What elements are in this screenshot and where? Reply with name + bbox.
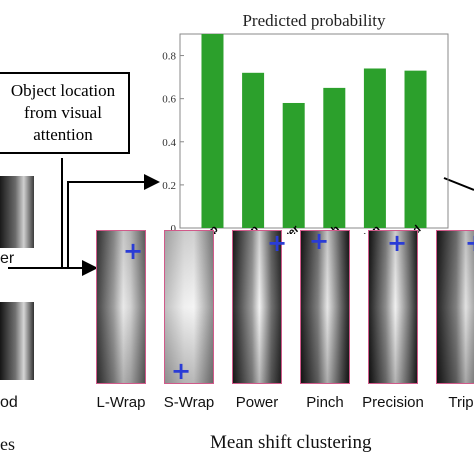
cluster-label: Trip — [448, 394, 474, 411]
cluster-image-s-wrap: + — [164, 230, 214, 384]
bar-precision — [363, 68, 386, 228]
location-marker-icon: + — [387, 229, 408, 257]
image-shading — [97, 231, 145, 383]
y-tick-label: 0 — [171, 223, 177, 234]
left-image-top — [0, 176, 34, 248]
image-shading — [233, 231, 281, 383]
cluster-image-precision: + — [368, 230, 418, 384]
left-caption: es — [0, 434, 15, 454]
chart-title: Predicted probability — [242, 11, 386, 30]
attention-box-text: Object location from visual attention — [10, 81, 116, 144]
image-shading — [165, 231, 213, 383]
y-tick-label: 0.4 — [162, 137, 176, 149]
cluster-label: Power — [235, 394, 279, 411]
image-shading — [301, 231, 349, 383]
location-marker-icon: + — [123, 237, 144, 265]
clustering-caption: Mean shift clustering — [210, 432, 372, 453]
cluster-image-l-wrap: + — [96, 230, 146, 384]
cluster-label: Pinch — [306, 394, 344, 411]
bar-l-wrap — [201, 34, 224, 228]
diagonal-line — [443, 177, 474, 191]
cluster-image-pinch: + — [300, 227, 350, 384]
cluster-image-trip: + — [436, 230, 474, 384]
probability-chart: Predicted probability00.20.40.60.8L-Wrap… — [162, 11, 449, 234]
location-marker-icon: + — [267, 229, 288, 257]
cluster-label: S-Wrap — [163, 394, 215, 411]
image-shading — [369, 231, 417, 383]
y-tick-label: 0.2 — [162, 180, 176, 192]
location-marker-icon: + — [171, 357, 192, 385]
bar-tripod — [404, 70, 427, 229]
left-label-top: er — [0, 250, 15, 267]
bar-power — [282, 102, 305, 228]
left-label-bottom: od — [0, 394, 18, 411]
cluster-row: + L-Wrap + S-Wrap + Power + Pinch + Precision + Tri… — [96, 228, 474, 428]
location-marker-icon: + — [309, 227, 330, 255]
attention-box: Object location from visual attention — [0, 72, 130, 154]
plot-frame — [179, 33, 449, 229]
x-tick-label: Pinch — [312, 223, 343, 234]
cluster-label: L-Wrap — [96, 394, 146, 411]
location-marker-icon: + — [465, 231, 474, 255]
bar-s-wrap — [242, 72, 265, 228]
cluster-image-power: + — [232, 230, 287, 384]
cluster-label: Precision — [362, 394, 424, 411]
y-tick-label: 0.6 — [162, 94, 176, 106]
left-image-bottom — [0, 302, 34, 380]
bar-pinch — [323, 87, 346, 228]
image-shading — [437, 231, 474, 383]
y-tick-label: 0.8 — [162, 51, 176, 63]
arrow-to-chart — [67, 174, 160, 268]
